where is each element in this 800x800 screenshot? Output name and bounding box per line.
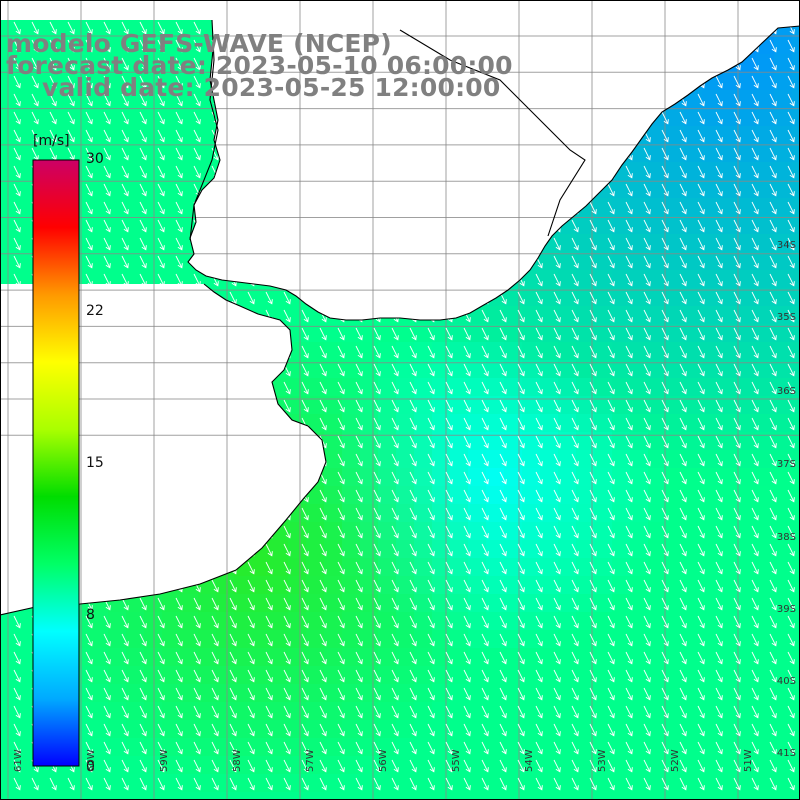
lat-label-36s: 36S xyxy=(776,386,796,397)
colorbar-unit-label: [m/s] xyxy=(33,133,70,149)
lon-label-53w: 53W xyxy=(597,749,608,772)
lon-label-56w: 56W xyxy=(378,749,389,772)
lat-label-41s: 41S xyxy=(776,748,796,759)
land-area-north xyxy=(0,0,800,320)
lat-label-37s: 37S xyxy=(776,459,796,470)
lon-label-54w: 54W xyxy=(524,749,535,772)
lon-label-52w: 52W xyxy=(670,749,681,772)
lon-label-61w: 61W xyxy=(13,749,24,772)
lon-label-55w: 55W xyxy=(451,749,462,772)
colorbar-gradient xyxy=(32,159,80,767)
lat-label-40s: 40S xyxy=(776,676,796,687)
lon-label-59w: 59W xyxy=(159,749,170,772)
border-line-west xyxy=(189,19,219,241)
lat-label-34s: 34S xyxy=(776,240,796,251)
lon-label-57w: 57W xyxy=(305,749,316,772)
lon-label-58w: 58W xyxy=(232,749,243,772)
lat-label-39s: 39S xyxy=(776,604,796,615)
lon-label-51w: 51W xyxy=(743,749,754,772)
colorbar-tick-0: 0 xyxy=(86,759,95,775)
coastline-south xyxy=(0,283,327,616)
colorbar-tick-22: 22 xyxy=(86,303,104,319)
forecast-date: forecast date: 2023-05-10 06:00:00 xyxy=(6,51,513,80)
lon-label-60w: 60W xyxy=(86,749,97,772)
valid-date: valid date: 2023-05-25 12:00:00 xyxy=(42,73,501,102)
border-line-east xyxy=(399,29,586,237)
lat-label-35s: 35S xyxy=(776,312,796,323)
lat-label-38s: 38S xyxy=(776,532,796,543)
model-title: modelo GEFS-WAVE (NCEP) xyxy=(6,29,392,58)
coastline-north xyxy=(187,25,800,321)
colorbar-tick-15: 15 xyxy=(86,455,104,471)
coastline xyxy=(0,19,800,616)
colorbar-tick-30: 30 xyxy=(86,151,104,167)
colorbar-tick-8: 8 xyxy=(86,607,95,623)
